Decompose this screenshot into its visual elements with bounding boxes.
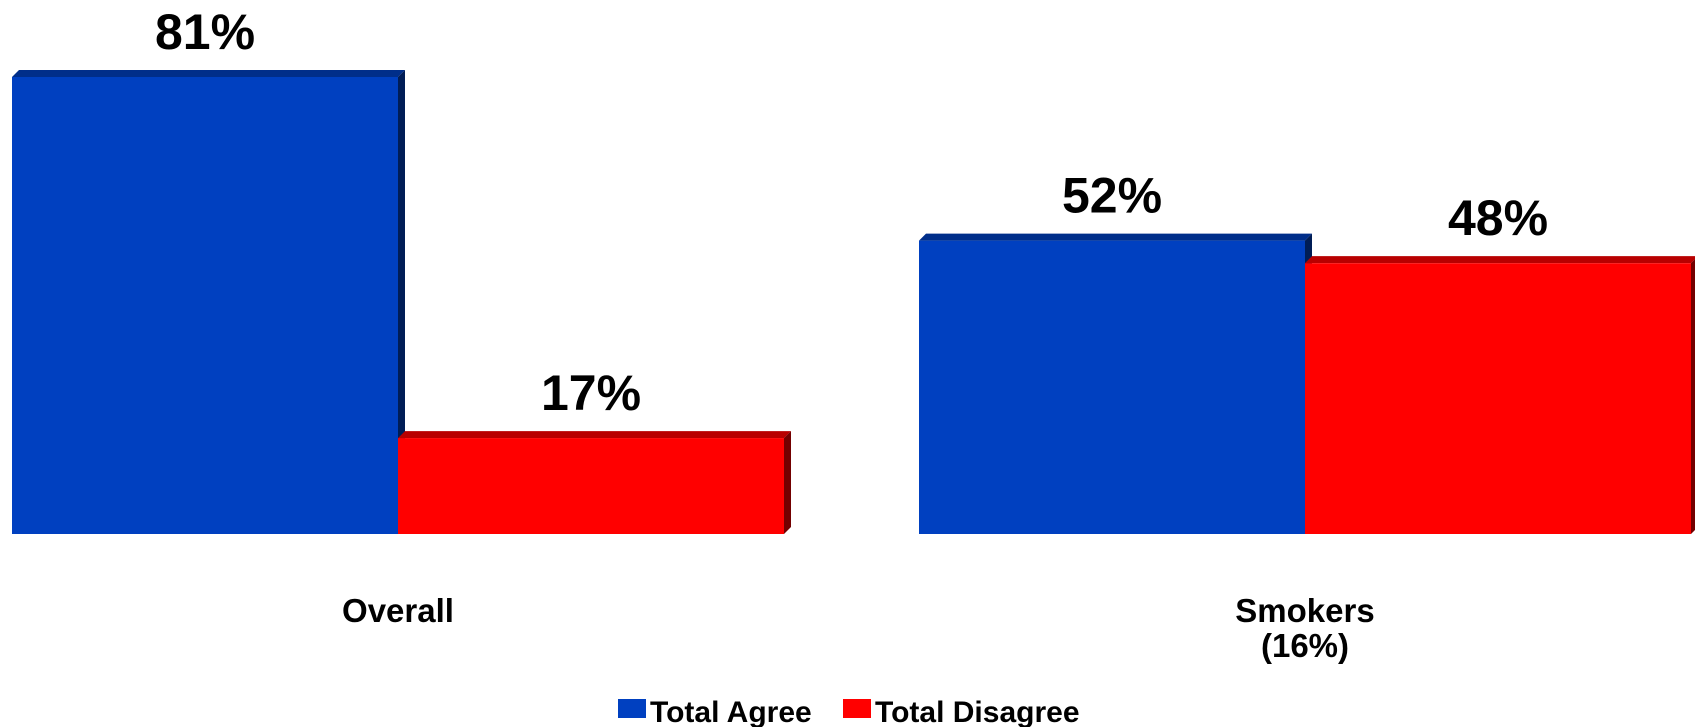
data-labels-layer: 81% 17% 52% 48%: [155, 4, 1548, 421]
data-label-smokers-16-total-disagree: 48%: [1448, 190, 1548, 246]
legend: Total Agree Total Disagree: [618, 696, 1080, 727]
data-label-overall-total-disagree: 17%: [541, 365, 641, 421]
bar-overall-total-disagree: [398, 431, 791, 534]
bar-smokers-16-total-disagree: [1305, 256, 1695, 534]
data-label-smokers-16-total-agree: 52%: [1062, 168, 1162, 224]
legend-swatch-total-agree: [618, 699, 646, 718]
category-label-overall: Overall: [342, 592, 454, 629]
bar-smokers-16-total-agree: [919, 233, 1312, 534]
bar-overall-total-agree: [12, 70, 405, 534]
data-label-overall-total-agree: 81%: [155, 4, 255, 60]
legend-label-total-disagree: Total Disagree: [875, 696, 1080, 727]
legend-label-total-agree: Total Agree: [650, 696, 812, 727]
bars-layer: [12, 70, 1695, 534]
category-labels-layer: Overall Smokers (16%): [342, 592, 1375, 664]
category-label-smokers-16: Smokers (16%): [1235, 592, 1374, 664]
legend-swatch-total-disagree: [843, 699, 871, 718]
